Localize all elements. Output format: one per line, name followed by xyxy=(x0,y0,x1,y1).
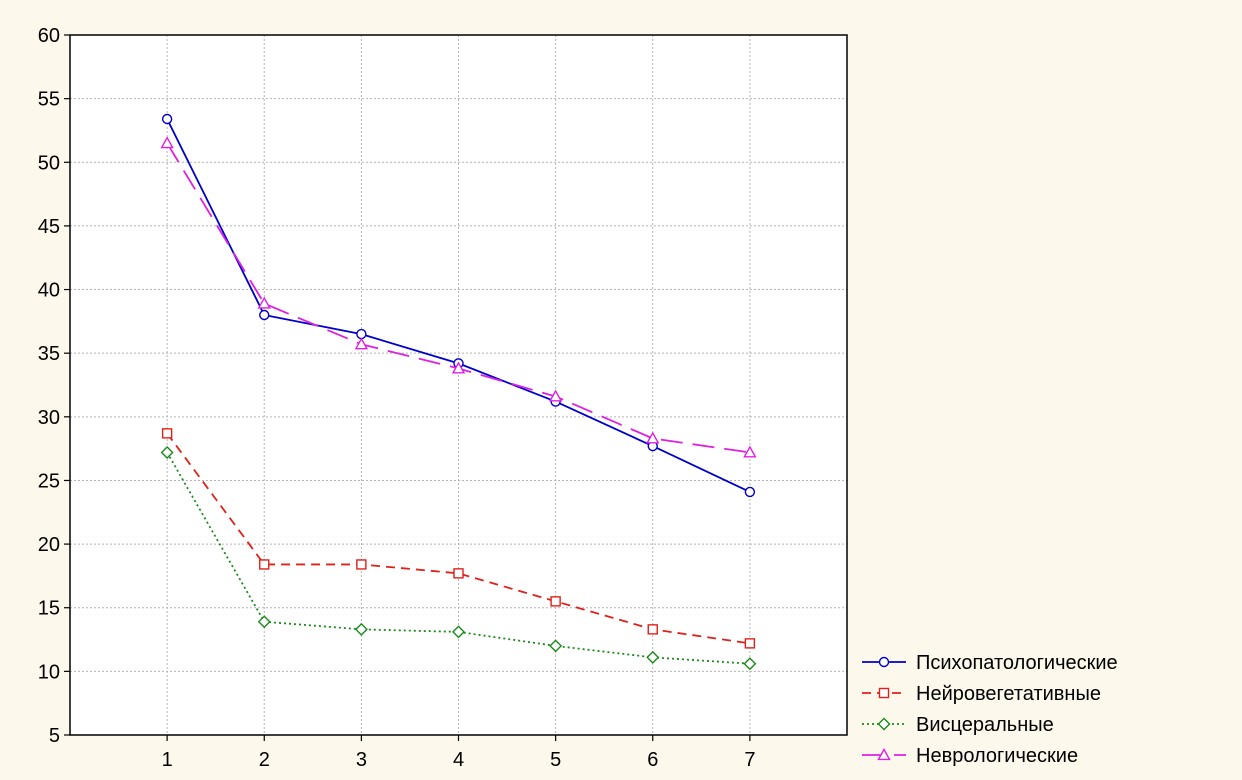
y-tick-label: 40 xyxy=(38,280,60,302)
data-point xyxy=(354,622,368,636)
series-2 xyxy=(161,428,756,649)
legend-label: Психопатологические xyxy=(916,652,1118,674)
data-point xyxy=(744,486,756,498)
x-tick-label: 4 xyxy=(453,749,464,771)
data-point xyxy=(356,559,367,570)
grid-lines xyxy=(70,35,847,735)
data-point xyxy=(647,624,658,635)
x-tick-label: 6 xyxy=(647,749,658,771)
x-tick-label: 5 xyxy=(550,749,561,771)
data-point xyxy=(160,445,174,459)
x-tick-label: 2 xyxy=(259,749,270,771)
data-point xyxy=(548,389,563,402)
y-tick-label: 35 xyxy=(38,343,60,365)
legend-label: Висцеральные xyxy=(916,714,1054,736)
legend: Психопатологические Нейровегетативные Висц… xyxy=(862,652,1118,767)
data-point xyxy=(453,568,464,579)
y-tick-label: 15 xyxy=(38,598,60,620)
legend-item: Психопатологические xyxy=(862,652,1118,674)
data-point xyxy=(744,638,756,649)
series-4 xyxy=(160,136,757,458)
y-tick-label: 30 xyxy=(38,407,60,429)
data-point xyxy=(646,431,660,444)
data-point xyxy=(646,650,660,664)
legend-label: Неврологические xyxy=(916,745,1078,767)
data-point xyxy=(549,639,563,653)
data-point xyxy=(257,296,271,309)
data-point xyxy=(451,361,466,374)
data-point xyxy=(161,428,173,439)
data-point xyxy=(259,309,270,321)
series-3 xyxy=(160,445,757,671)
y-tick-label: 10 xyxy=(38,661,60,683)
x-tick-label: 3 xyxy=(356,749,367,771)
y-tick-label: 60 xyxy=(38,25,60,47)
data-point xyxy=(160,136,174,149)
y-tick-label: 45 xyxy=(38,216,60,238)
data-point xyxy=(743,657,757,671)
y-tick-label: 50 xyxy=(38,152,60,174)
data-point xyxy=(356,328,367,340)
x-tick-label: 1 xyxy=(162,749,173,771)
data-point xyxy=(354,337,369,350)
legend-marker xyxy=(878,656,890,668)
legend-marker xyxy=(877,717,891,731)
y-tick-label: 25 xyxy=(38,470,60,492)
data-point xyxy=(259,559,270,570)
data-point xyxy=(550,596,561,607)
data-point xyxy=(257,615,271,629)
y-tick-label: 20 xyxy=(38,534,60,556)
legend-marker xyxy=(877,748,891,761)
x-tick-label: 7 xyxy=(744,749,755,771)
series-group xyxy=(160,113,757,671)
legend-label: Нейровегетативные xyxy=(916,683,1101,705)
data-point xyxy=(743,445,757,458)
y-tick-label: 5 xyxy=(49,725,60,747)
legend-marker xyxy=(878,687,890,699)
data-point xyxy=(452,625,465,639)
data-point xyxy=(161,113,173,125)
y-tick-label: 55 xyxy=(38,89,60,111)
legend-item: Нейровегетативные xyxy=(862,683,1101,705)
legend-item: Висцеральные xyxy=(862,714,1054,736)
legend-item: Неврологические xyxy=(862,745,1078,767)
